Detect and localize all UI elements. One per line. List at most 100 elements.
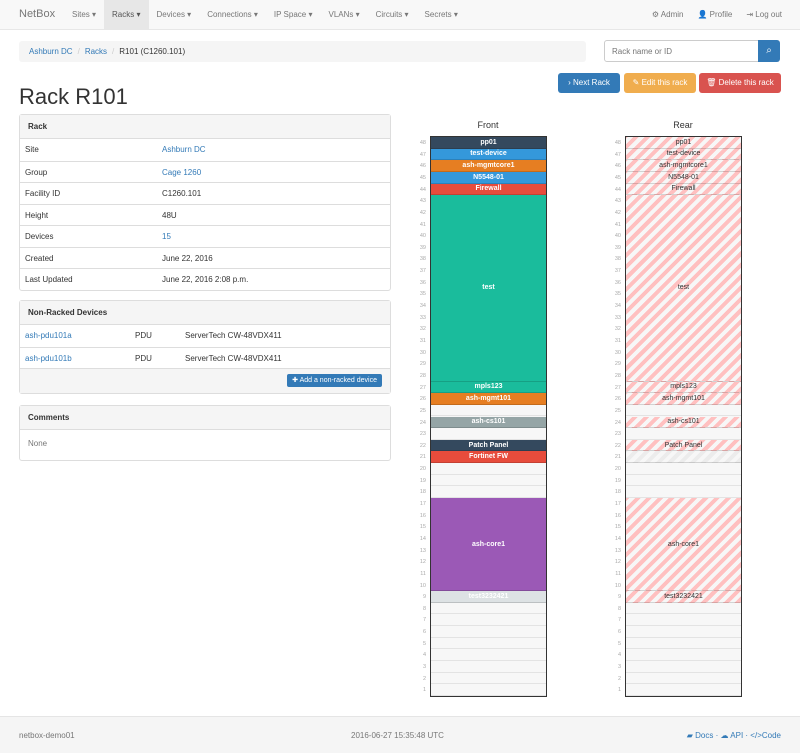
rack-unit-number: 47 [614,151,621,158]
rack-unit-number: 40 [614,233,621,240]
breadcrumb-racks[interactable]: Racks [84,47,108,56]
rack-unit-slot[interactable] [626,684,741,696]
rack-unit-slot[interactable] [431,486,546,499]
code-link[interactable]: </>Code [750,731,781,740]
rack-unit-slot[interactable] [431,638,546,650]
rack-device[interactable]: ash-mgmt101 [626,393,741,405]
rack-info-value[interactable]: 15 [162,232,171,241]
menu-vlans[interactable]: VLANs ▾ [328,10,360,19]
rack-device[interactable]: test3232421 [626,591,741,603]
rack-unit-slot[interactable] [431,603,546,615]
rack-device-label: ash-cs101 [667,418,700,426]
rack-unit-slot[interactable] [626,673,741,685]
rack-unit-slot[interactable] [431,626,546,638]
rack-unit-number: 12 [419,559,426,566]
docs-link[interactable]: ▰ Docs [687,731,714,740]
brand-logo[interactable]: NetBox [19,8,56,20]
next-rack-button[interactable]: › Next Rack [558,73,620,93]
rack-unit-slot[interactable] [626,486,741,499]
profile-label: Profile [709,10,733,19]
rack-device[interactable]: pp01 [626,137,741,149]
rack-unit-slot[interactable] [431,614,546,627]
rack-device[interactable]: ash-mgmtcore1 [626,160,741,172]
device-name-link[interactable]: ash-pdu101a [25,331,72,340]
device-name-link[interactable]: ash-pdu101b [25,353,72,363]
menu-racks[interactable]: Racks ▾ [104,0,149,29]
rack-unit-slot[interactable] [626,626,741,638]
menu-devices[interactable]: Devices ▾ [156,10,192,19]
admin-link[interactable]: ⚙ Admin [652,0,684,29]
rack-device[interactable]: Firewall [431,183,546,196]
rack-device[interactable]: test-device [431,148,546,161]
rack-info-value[interactable]: Ashburn DC [162,145,206,154]
rack-device[interactable]: test-device [626,148,741,161]
rack-device[interactable]: ash-cs101 [626,416,741,429]
logout-link[interactable]: ⇥ Log out [746,0,782,29]
api-link[interactable]: ☁ API [721,731,744,740]
rack-device[interactable]: ash-core1 [626,498,741,592]
rack-device[interactable]: test [626,195,741,382]
rack-device[interactable]: mpls123 [626,381,741,394]
rack-info-row: Group Cage 1260 [20,160,390,183]
rack-unit-slot[interactable] [431,405,546,417]
rack-unit-slot[interactable] [431,463,546,475]
rack-unit-slot[interactable] [626,475,741,487]
rack-unit-slot[interactable] [626,405,741,417]
rack-device[interactable]: Firewall [626,183,741,196]
rack-device[interactable]: ash-mgmt101 [431,393,546,405]
rack-device[interactable]: Patch Panel [431,439,546,452]
rack-unit-number: 3 [422,664,426,671]
rack-device-label: ash-mgmt101 [465,395,512,403]
rack-unit-slot[interactable] [626,428,741,440]
rack-unit-slot[interactable] [431,684,546,696]
non-racked-row: ash-pdu101b PDU ServerTech CW-48VDX411 [20,346,390,369]
rack-device[interactable]: ash-mgmtcore1 [431,160,546,172]
rack-unit-slot[interactable] [626,649,741,662]
rack-device[interactable]: Fortinet FW [431,451,546,464]
profile-link[interactable]: 👤 Profile [697,0,732,29]
rack-device[interactable]: ash-cs101 [431,416,546,429]
rack-device[interactable]: test3232421 [431,591,546,603]
menu-sites[interactable]: Sites ▾ [72,10,97,19]
rack-device[interactable]: ash-core1 [431,498,546,592]
menu-connections[interactable]: Connections ▾ [207,10,258,19]
menu-secrets[interactable]: Secrets ▾ [424,10,458,19]
rack-device[interactable]: mpls123 [431,381,546,394]
rack-device[interactable]: Patch Panel [626,439,741,452]
rack-device[interactable]: test [431,195,546,382]
rack-unit-number: 24 [419,419,426,426]
rack-unit-slot[interactable] [626,603,741,615]
rack-unit-number: 30 [614,349,621,356]
search-button[interactable]: ⌕ [758,40,780,62]
rack-device[interactable] [626,451,741,464]
rack-device-label: mpls123 [474,383,503,391]
rack-device-label: test3232421 [664,593,703,600]
menu-circuits[interactable]: Circuits ▾ [375,10,409,19]
rack-info-key: Created [25,253,54,263]
rack-device-label: pp01 [480,138,497,146]
delete-rack-button[interactable]: 🗑 Delete this rack [699,73,781,93]
rack-info-row: Last Updated June 22, 2016 2:08 p.m. [20,268,390,290]
rack-unit-slot[interactable] [431,661,546,673]
edit-rack-button[interactable]: ✎ Edit this rack [624,73,696,93]
rack-unit-slot[interactable] [626,661,741,673]
add-non-racked-device-button[interactable]: ✚ Add a non-racked device [287,374,382,387]
rack-unit-number: 19 [614,477,621,484]
rack-info-value[interactable]: Cage 1260 [162,167,202,177]
rack-unit-slot[interactable] [626,463,741,475]
rack-unit-slot[interactable] [431,428,546,440]
rack-unit-slot[interactable] [626,614,741,627]
rack-device[interactable]: N5548-01 [626,171,741,184]
rack-device[interactable]: N5548-01 [431,171,546,184]
rack-unit-number: 42 [419,209,426,216]
menu-ip-space[interactable]: IP Space ▾ [273,10,313,19]
rack-unit-slot[interactable] [431,673,546,685]
breadcrumb-site[interactable]: Ashburn DC [29,47,73,56]
rack-device[interactable]: pp01 [431,137,546,149]
rack-unit-number: 44 [614,186,621,193]
rack-unit-slot[interactable] [431,649,546,662]
rack-unit-slot[interactable] [626,638,741,650]
rack-unit-number: 34 [614,303,621,310]
rack-search-input[interactable] [604,40,759,62]
rack-unit-slot[interactable] [431,475,546,487]
